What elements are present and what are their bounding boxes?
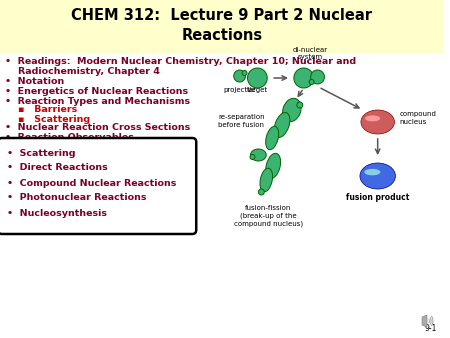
Ellipse shape [283, 98, 301, 122]
Ellipse shape [266, 153, 281, 179]
Ellipse shape [248, 68, 267, 88]
Text: •  Nuclear Reaction Cross Sections: • Nuclear Reaction Cross Sections [5, 123, 190, 132]
Ellipse shape [274, 113, 290, 138]
Ellipse shape [309, 79, 314, 84]
Text: •  Energetics of Nuclear Reactions: • Energetics of Nuclear Reactions [5, 87, 188, 96]
Text: •  Readings:  Modern Nuclear Chemistry, Chapter 10; Nuclear and: • Readings: Modern Nuclear Chemistry, Ch… [5, 56, 356, 66]
Ellipse shape [361, 110, 395, 134]
Text: •  Nucleosynthesis: • Nucleosynthesis [7, 209, 107, 217]
Text: fusion product: fusion product [346, 193, 410, 202]
Ellipse shape [297, 102, 303, 108]
FancyBboxPatch shape [0, 0, 444, 53]
Text: •  Reaction Types and Mechanisms: • Reaction Types and Mechanisms [5, 97, 190, 105]
Text: re-separation
before fusion: re-separation before fusion [218, 114, 265, 128]
Text: target: target [247, 87, 268, 93]
Text: fusion-fission
(break-up of the
compound nucleus): fusion-fission (break-up of the compound… [234, 205, 303, 227]
Ellipse shape [242, 71, 247, 75]
Text: 9-1: 9-1 [424, 324, 437, 333]
Text: •  Compound Nuclear Reactions: • Compound Nuclear Reactions [7, 178, 176, 188]
Text: •  Notation: • Notation [5, 76, 64, 86]
Text: •  Photonuclear Reactions: • Photonuclear Reactions [7, 193, 146, 202]
Text: CHEM 312:  Lecture 9 Part 2 Nuclear: CHEM 312: Lecture 9 Part 2 Nuclear [72, 8, 373, 24]
Ellipse shape [266, 126, 279, 150]
Text: •  Scattering: • Scattering [7, 148, 76, 158]
Ellipse shape [310, 70, 324, 84]
Text: •  Direct Reactions: • Direct Reactions [7, 164, 108, 172]
Text: ▪   Scattering: ▪ Scattering [18, 115, 90, 123]
Ellipse shape [258, 189, 264, 195]
Ellipse shape [234, 70, 246, 82]
Ellipse shape [260, 168, 273, 192]
Text: Radiochemistry, Chapter 4: Radiochemistry, Chapter 4 [5, 67, 160, 75]
Polygon shape [422, 315, 427, 327]
Ellipse shape [364, 169, 380, 175]
Text: compound
nucleus: compound nucleus [400, 111, 436, 125]
Ellipse shape [294, 68, 314, 88]
FancyBboxPatch shape [0, 138, 196, 234]
Ellipse shape [251, 149, 266, 161]
Ellipse shape [250, 154, 255, 160]
Ellipse shape [365, 115, 380, 121]
Text: ▪   Barriers: ▪ Barriers [18, 105, 77, 115]
Text: projectile: projectile [223, 87, 256, 93]
Text: Reactions: Reactions [181, 28, 262, 44]
Ellipse shape [360, 163, 396, 189]
Text: di-nuclear
system: di-nuclear system [293, 47, 328, 60]
Text: •  Reaction Observables: • Reaction Observables [5, 134, 134, 143]
